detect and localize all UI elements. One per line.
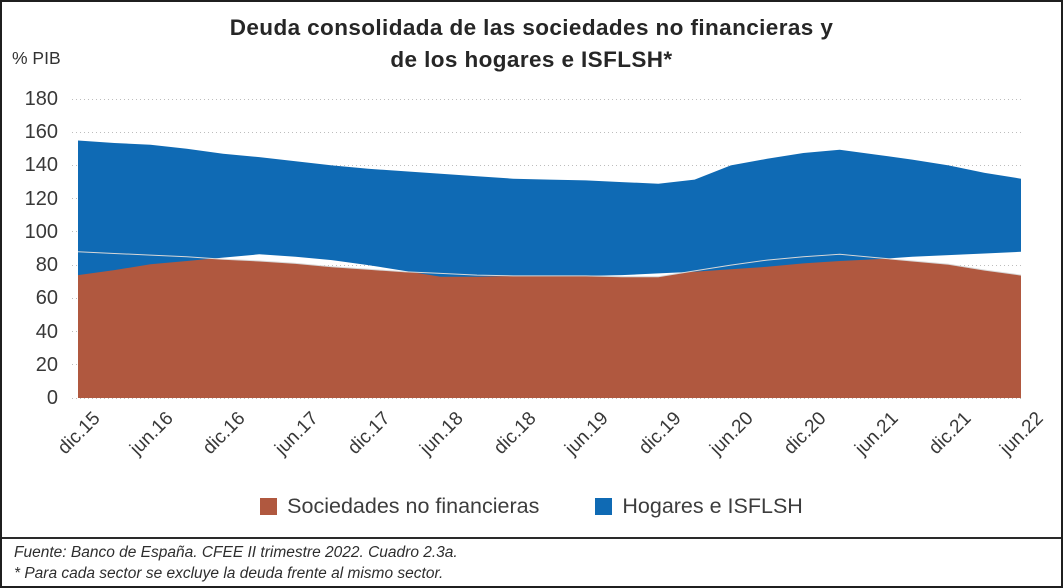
y-tick-label: 120	[24, 187, 58, 210]
legend-label: Hogares e ISFLSH	[622, 494, 803, 518]
chart-title-line1: Deuda consolidada de las sociedades no f…	[229, 15, 834, 40]
plot-area	[72, 98, 1021, 399]
x-tick-label: dic.16	[199, 408, 250, 459]
y-tick-label: 40	[35, 320, 58, 343]
area-hogares-e-isflsh	[78, 140, 1021, 277]
gridline-0	[72, 397, 1021, 399]
series-boundary-line	[78, 251, 1021, 278]
y-tick-label: 80	[35, 254, 58, 277]
x-axis-tick-labels: dic.15 jun.16 dic.16 jun.17 dic.17 jun.18 dic.…	[2, 400, 1061, 492]
area-sociedades-no-financieras	[78, 251, 1021, 398]
footer-divider	[2, 537, 1061, 539]
x-tick-label: dic.17	[344, 408, 396, 459]
x-tick-label: dic.21	[924, 408, 976, 459]
y-tick-label: 20	[35, 353, 58, 376]
gridline-140	[72, 164, 1021, 166]
y-tick-label: 160	[24, 121, 58, 144]
legend-swatch-icon	[260, 498, 278, 515]
y-axis-tick-labels: 0 20 40 60 80 100 120 140 160 180	[2, 2, 58, 422]
legend-item-sociedades: Sociedades no financieras	[260, 494, 539, 519]
x-tick-label: dic.15	[54, 408, 105, 459]
x-tick-label: jun.17	[271, 408, 323, 460]
y-tick-label: 180	[24, 88, 58, 110]
source-note: Fuente: Banco de España. CFEE II trimest…	[14, 544, 458, 561]
x-tick-label: dic.19	[634, 408, 686, 459]
legend-item-hogares: Hogares e ISFLSH	[595, 494, 803, 519]
gridline-180	[72, 98, 1021, 100]
x-tick-label: jun.20	[706, 408, 758, 460]
legend-swatch-icon	[595, 498, 613, 515]
y-tick-label: 100	[24, 220, 58, 243]
x-tick-label: jun.22	[996, 408, 1048, 460]
footer: Fuente: Banco de España. CFEE II trimest…	[14, 542, 1049, 584]
legend: Sociedades no financieras Hogares e ISFLS…	[2, 494, 1061, 519]
legend-label: Sociedades no financieras	[287, 494, 540, 518]
y-tick-label: 0	[46, 387, 58, 409]
x-tick-label: dic.20	[779, 408, 831, 459]
y-axis-unit-label: % PIB	[12, 48, 61, 68]
x-tick-label: jun.19	[561, 408, 613, 460]
x-tick-label: jun.16	[125, 408, 178, 460]
gridline-160	[72, 131, 1021, 133]
x-tick-label: dic.18	[489, 408, 541, 459]
footnote: * Para cada sector se excluye la deuda f…	[14, 565, 444, 582]
x-tick-label: jun.18	[416, 408, 468, 460]
y-tick-label: 60	[35, 287, 58, 310]
y-tick-label: 140	[24, 154, 58, 177]
chart-title-line2: de los hogares e ISFLSH*	[390, 47, 673, 72]
x-tick-label: jun.21	[851, 408, 903, 460]
chart-title: Deuda consolidada de las sociedades no f…	[2, 12, 1061, 76]
stacked-area-chart	[78, 140, 1021, 398]
